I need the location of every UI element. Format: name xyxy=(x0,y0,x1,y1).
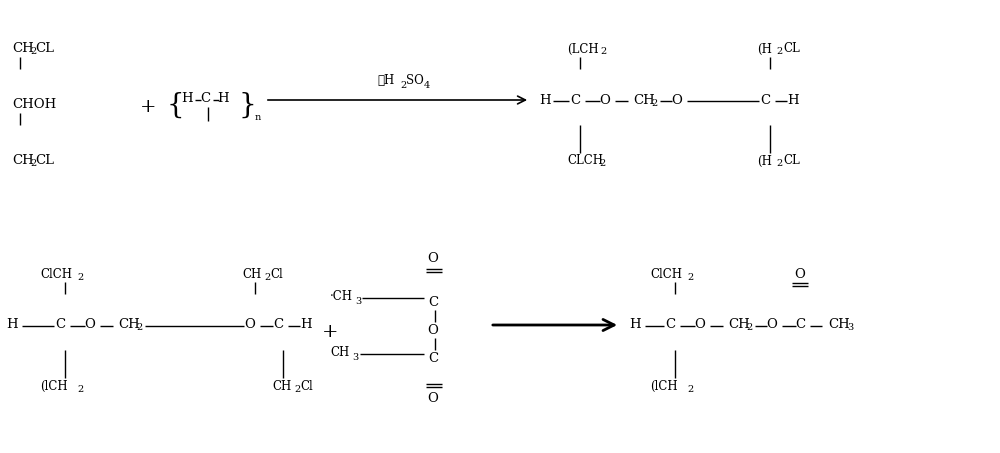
Text: CL: CL xyxy=(783,154,800,168)
Text: 2: 2 xyxy=(687,273,693,281)
Text: 4: 4 xyxy=(424,81,430,90)
Text: CH: CH xyxy=(118,318,140,332)
Text: 2: 2 xyxy=(30,159,36,169)
Text: ·CH: ·CH xyxy=(330,290,353,304)
Text: 浓H: 浓H xyxy=(377,73,394,87)
Text: H: H xyxy=(629,318,641,332)
Text: 2: 2 xyxy=(599,159,605,169)
Text: 2: 2 xyxy=(77,273,83,281)
Text: H: H xyxy=(181,92,193,105)
Text: (lCH: (lCH xyxy=(650,380,678,392)
Text: O: O xyxy=(695,318,705,332)
Text: C: C xyxy=(795,318,805,332)
Text: 2: 2 xyxy=(746,323,752,333)
Text: H: H xyxy=(300,318,312,332)
Text: CH: CH xyxy=(330,347,349,360)
Text: CH: CH xyxy=(12,154,34,168)
Text: 2: 2 xyxy=(264,273,270,281)
Text: O: O xyxy=(428,323,438,337)
Text: CH: CH xyxy=(272,380,291,392)
Text: CLCH: CLCH xyxy=(567,154,603,168)
Text: O: O xyxy=(428,391,438,405)
Text: 3: 3 xyxy=(847,323,853,333)
Text: C: C xyxy=(200,92,210,105)
Text: 2: 2 xyxy=(687,385,693,394)
Text: Cl: Cl xyxy=(270,268,283,280)
Text: O: O xyxy=(85,318,95,332)
Text: O: O xyxy=(795,268,805,280)
Text: 2: 2 xyxy=(136,323,142,333)
Text: CH: CH xyxy=(12,43,34,56)
Text: CH: CH xyxy=(728,318,750,332)
Text: O: O xyxy=(672,93,682,106)
Text: CL: CL xyxy=(35,43,54,56)
Text: (H: (H xyxy=(757,43,772,56)
Text: O: O xyxy=(767,318,777,332)
Text: H: H xyxy=(787,93,799,106)
Text: 2: 2 xyxy=(400,81,406,90)
Text: C: C xyxy=(665,318,675,332)
Text: {: { xyxy=(166,92,184,119)
Text: CHOH: CHOH xyxy=(12,98,56,111)
Text: H: H xyxy=(6,318,18,332)
Text: 2: 2 xyxy=(30,48,36,57)
Text: C: C xyxy=(760,93,770,106)
Text: n: n xyxy=(255,112,261,121)
Text: H: H xyxy=(539,93,551,106)
Text: Cl: Cl xyxy=(300,380,313,392)
Text: C: C xyxy=(428,352,438,365)
Text: C: C xyxy=(570,93,580,106)
Text: C: C xyxy=(55,318,65,332)
Text: CH: CH xyxy=(633,93,655,106)
Text: SO: SO xyxy=(406,73,424,87)
Text: 2: 2 xyxy=(600,48,606,57)
Text: O: O xyxy=(245,318,255,332)
Text: }: } xyxy=(238,92,256,119)
Text: ClCH: ClCH xyxy=(40,268,72,280)
Text: ClCH: ClCH xyxy=(650,268,682,280)
Text: 3: 3 xyxy=(355,297,361,305)
Text: (lCH: (lCH xyxy=(40,380,68,392)
Text: +: + xyxy=(140,98,156,116)
Text: 2: 2 xyxy=(776,48,782,57)
Text: (LCH: (LCH xyxy=(567,43,599,56)
Text: (H: (H xyxy=(757,154,772,168)
Text: H: H xyxy=(217,92,229,105)
Text: 2: 2 xyxy=(776,159,782,169)
Text: 2: 2 xyxy=(651,98,657,107)
Text: CL: CL xyxy=(783,43,800,56)
Text: 2: 2 xyxy=(294,385,300,394)
Text: C: C xyxy=(428,295,438,308)
Text: 2: 2 xyxy=(77,385,83,394)
Text: +: + xyxy=(322,323,338,341)
Text: C: C xyxy=(273,318,283,332)
Text: 3: 3 xyxy=(352,352,358,361)
Text: CL: CL xyxy=(35,154,54,168)
Text: O: O xyxy=(600,93,610,106)
Text: CH: CH xyxy=(242,268,261,280)
Text: O: O xyxy=(428,252,438,265)
Text: CH: CH xyxy=(828,318,850,332)
